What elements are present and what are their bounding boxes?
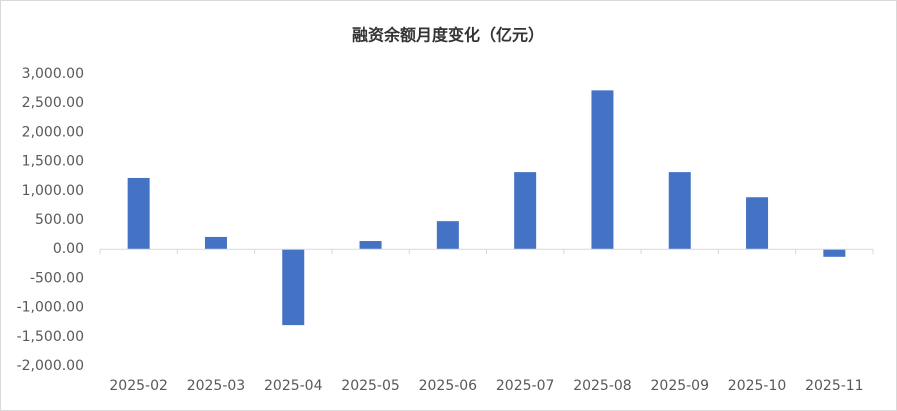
y-tick-label: -1,500.00 — [17, 329, 84, 345]
x-tick-label: 2025-10 — [728, 378, 787, 394]
x-tick-label: 2025-11 — [805, 378, 864, 394]
x-tick-label: 2025-05 — [341, 378, 400, 394]
y-tick-label: 2,500.00 — [22, 95, 84, 111]
bar — [591, 90, 614, 250]
bar — [668, 172, 691, 250]
y-tick-label: 1,500.00 — [22, 154, 84, 170]
bar — [823, 249, 846, 257]
y-tick-label: -2,000.00 — [17, 358, 84, 374]
y-tick-label: 500.00 — [35, 212, 84, 228]
y-tick-label: 0.00 — [53, 241, 84, 257]
bar — [282, 249, 305, 326]
x-tick-label: 2025-08 — [573, 378, 632, 394]
bar — [204, 236, 227, 250]
y-tick-label: 2,000.00 — [22, 124, 84, 140]
x-tick-label: 2025-07 — [496, 378, 555, 394]
x-tick-label: 2025-02 — [109, 378, 168, 394]
y-tick-label: 1,000.00 — [22, 183, 84, 199]
x-tick-label: 2025-04 — [264, 378, 323, 394]
bar — [359, 241, 382, 250]
y-tick-label: 3,000.00 — [22, 66, 84, 82]
bar — [436, 221, 459, 250]
y-tick-label: -500.00 — [30, 270, 84, 286]
chart-title: 融资余额月度变化（亿元） — [352, 26, 544, 45]
x-tick-label: 2025-03 — [187, 378, 246, 394]
bar — [746, 197, 769, 250]
x-tick-label: 2025-09 — [651, 378, 710, 394]
y-tick-label: -1,000.00 — [17, 300, 84, 316]
x-tick-label: 2025-06 — [419, 378, 478, 394]
bar — [127, 177, 150, 250]
bar — [514, 172, 537, 250]
